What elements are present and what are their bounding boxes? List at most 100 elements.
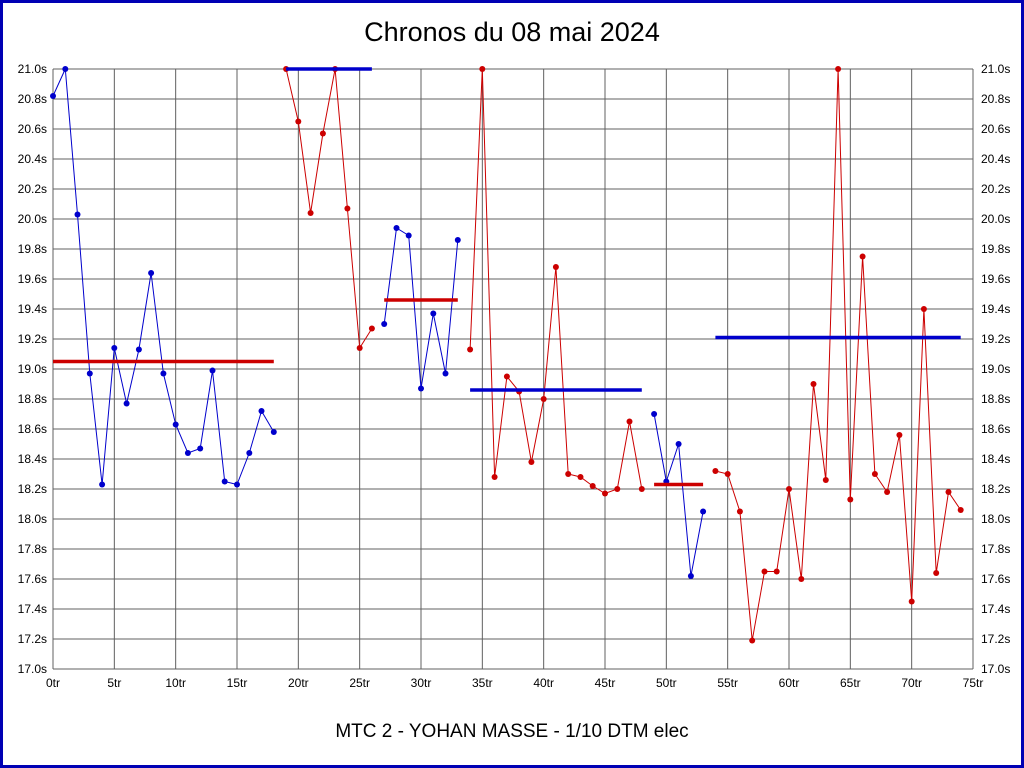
data-point xyxy=(258,408,265,414)
run-2-red xyxy=(283,66,375,351)
data-point xyxy=(172,421,179,428)
y-tick-label-right: 20.2s xyxy=(981,182,1010,196)
data-point xyxy=(160,370,167,377)
y-tick-label-left: 20.2s xyxy=(18,182,47,196)
data-point xyxy=(50,93,56,99)
data-point xyxy=(552,264,559,270)
y-tick-label-left: 19.4s xyxy=(18,302,47,316)
y-tick-label-left: 19.0s xyxy=(18,362,47,376)
y-tick-label-right: 20.6s xyxy=(981,122,1010,136)
data-point xyxy=(859,253,866,260)
data-point xyxy=(920,306,927,312)
data-point xyxy=(270,429,277,435)
data-point xyxy=(896,432,903,438)
data-point xyxy=(540,396,547,402)
data-point xyxy=(835,66,842,72)
data-point xyxy=(602,490,608,497)
data-point xyxy=(847,496,854,503)
y-tick-label-left: 17.2s xyxy=(18,632,47,646)
data-point xyxy=(933,570,940,576)
y-tick-label-right: 17.0s xyxy=(981,662,1010,676)
y-tick-label-left: 17.4s xyxy=(18,602,47,616)
data-point xyxy=(957,507,964,513)
data-point xyxy=(626,418,633,425)
x-tick-label: 30tr xyxy=(411,676,432,690)
x-tick-label: 70tr xyxy=(901,676,922,690)
x-tick-label: 0tr xyxy=(46,676,60,690)
data-point xyxy=(761,568,768,575)
y-tick-label-left: 19.2s xyxy=(18,332,47,346)
x-tick-label: 35tr xyxy=(472,676,493,690)
run-3-blue xyxy=(381,225,461,392)
y-tick-label-right: 19.8s xyxy=(981,242,1010,256)
x-tick-label: 45tr xyxy=(595,676,616,690)
data-point xyxy=(491,474,498,480)
data-point xyxy=(467,346,474,353)
data-point xyxy=(724,471,731,477)
data-point xyxy=(209,367,216,374)
data-point xyxy=(884,489,891,495)
data-point xyxy=(405,232,412,239)
y-tick-label-left: 18.2s xyxy=(18,482,47,496)
data-point xyxy=(503,373,510,380)
y-tick-label-left: 18.4s xyxy=(18,452,47,466)
y-tick-label-left: 18.8s xyxy=(18,392,47,406)
x-tick-label: 60tr xyxy=(779,676,800,690)
chart-title: Chronos du 08 mai 2024 xyxy=(364,17,660,47)
y-tick-label-right: 18.2s xyxy=(981,482,1010,496)
y-tick-label-right: 19.6s xyxy=(981,272,1010,286)
data-point xyxy=(62,66,69,72)
y-tick-label-right: 17.6s xyxy=(981,572,1010,586)
data-point xyxy=(221,478,228,485)
y-tick-label-left: 18.6s xyxy=(18,422,47,436)
data-point xyxy=(736,508,743,515)
data-point xyxy=(786,486,792,492)
data-point xyxy=(908,598,915,605)
data-point xyxy=(430,310,437,317)
series-line xyxy=(52,67,275,486)
data-point xyxy=(798,576,805,582)
y-tick-label-right: 18.4s xyxy=(981,452,1010,466)
y-tick-label-right: 19.2s xyxy=(981,332,1010,346)
y-tick-label-right: 18.6s xyxy=(981,422,1010,436)
data-point xyxy=(368,325,375,332)
y-tick-label-left: 17.6s xyxy=(18,572,47,586)
data-point xyxy=(381,321,388,327)
y-tick-label-left: 19.6s xyxy=(18,272,47,286)
x-tick-label: 5tr xyxy=(107,676,121,690)
axis-labels: 17.0s 17.0s 17.2s 17.2s 17.4s 17.4s 17.6s 17.6s… xyxy=(18,62,1011,690)
data-point xyxy=(700,508,707,515)
data-point xyxy=(148,270,155,276)
data-point xyxy=(589,483,596,489)
data-point xyxy=(749,637,756,644)
x-tick-label: 10tr xyxy=(165,676,186,690)
x-tick-label: 55tr xyxy=(717,676,738,690)
data-point xyxy=(135,346,142,353)
x-tick-label: 15tr xyxy=(227,676,248,690)
data-point xyxy=(442,370,449,377)
x-tick-label: 40tr xyxy=(533,676,554,690)
run-6-red xyxy=(712,66,964,644)
data-point xyxy=(871,471,878,477)
y-tick-label-left: 19.8s xyxy=(18,242,47,256)
y-tick-label-right: 19.4s xyxy=(981,302,1010,316)
data-point xyxy=(675,441,682,447)
data-point xyxy=(810,381,817,387)
y-tick-label-left: 17.8s xyxy=(18,542,47,556)
y-tick-label-left: 20.6s xyxy=(18,122,47,136)
data-point xyxy=(234,481,240,488)
x-tick-label: 25tr xyxy=(349,676,370,690)
data-point xyxy=(687,573,694,579)
data-point xyxy=(246,450,253,456)
run-4-red xyxy=(467,66,645,497)
y-tick-label-left: 21.0s xyxy=(18,62,47,76)
data-point xyxy=(307,210,314,216)
series-line xyxy=(285,68,373,350)
y-tick-label-right: 20.0s xyxy=(981,212,1010,226)
x-tick-label: 20tr xyxy=(288,676,309,690)
chart-subtitle: MTC 2 - YOHAN MASSE - 1/10 DTM elec xyxy=(335,721,689,742)
y-tick-label-left: 20.0s xyxy=(18,212,47,226)
data-point xyxy=(74,211,81,218)
y-tick-label-right: 18.0s xyxy=(981,512,1010,526)
data-point xyxy=(184,450,191,456)
